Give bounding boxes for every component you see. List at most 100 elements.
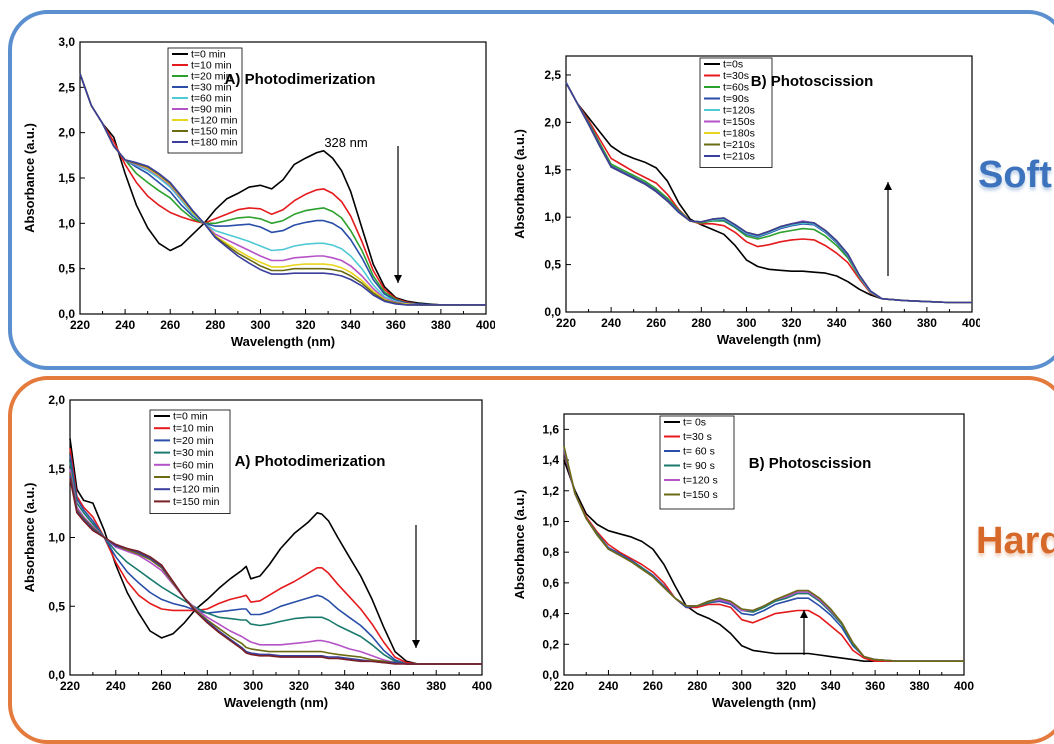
chart-hard-photoscission: 220 240 260 280 300 320 340 360 380 400 0,0 0,2 0,4 0… — [512, 413, 974, 710]
legend-label: t=120 s — [683, 475, 718, 487]
chart-title: B) Photoscission — [751, 73, 874, 90]
x-tick-label: 400 — [472, 679, 492, 693]
x-tick-label: 360 — [872, 316, 892, 330]
series-line-2 — [79, 73, 486, 306]
x-tick-label: 260 — [646, 316, 666, 330]
series-line-1 — [79, 73, 486, 306]
y-tick-label: 1,2 — [542, 484, 559, 498]
y-tick-label: 0,8 — [542, 545, 559, 559]
legend-label: t=90s — [723, 93, 749, 105]
trend-arrow-head — [412, 640, 420, 648]
legend-label: t=120 min — [191, 115, 238, 127]
series-line-0 — [79, 73, 486, 306]
legend-label: t=30s — [723, 70, 749, 82]
y-tick-label: 0,0 — [48, 668, 65, 682]
y-tick-label: 2,0 — [544, 115, 561, 129]
legend-label: t=180s — [723, 128, 755, 140]
y-tick-label: 2,0 — [48, 393, 65, 407]
x-tick-label: 280 — [197, 679, 217, 693]
series-line-1 — [563, 452, 964, 662]
x-tick-label: 240 — [601, 316, 621, 330]
chart-title: A) Photodimerization — [225, 71, 376, 88]
x-tick-label: 220 — [70, 318, 90, 332]
series-line-8 — [565, 82, 972, 304]
x-tick-label: 320 — [776, 679, 796, 693]
x-tick-label: 380 — [910, 679, 930, 693]
y-axis-label: Absorbance (a.u.) — [512, 490, 527, 600]
x-tick-label: 380 — [917, 316, 937, 330]
x-axis-label: Wavelength (nm) — [717, 332, 821, 347]
x-tick-label: 300 — [732, 679, 752, 693]
series-line-2 — [563, 450, 964, 662]
peak-annotation: 328 nm — [324, 135, 367, 150]
x-tick-label: 320 — [289, 679, 309, 693]
legend-label: t=120s — [723, 105, 755, 117]
legend-label: t=210s — [723, 151, 755, 163]
y-tick-label: 3,0 — [58, 35, 75, 49]
chart-title: B) Photoscission — [749, 455, 872, 472]
legend-label: t=180 min — [191, 137, 238, 149]
series-line-5 — [69, 472, 482, 665]
x-tick-label: 260 — [160, 318, 180, 332]
x-axis-label: Wavelength (nm) — [224, 695, 328, 710]
y-tick-label: 1,0 — [58, 216, 75, 230]
x-tick-label: 360 — [865, 679, 885, 693]
series-line-0 — [69, 438, 482, 665]
legend-label: t=210s — [723, 139, 755, 151]
y-tick-label: 1,5 — [48, 462, 65, 476]
legend-label: t= 0s — [683, 417, 706, 429]
y-tick-label: 1,0 — [48, 531, 65, 545]
y-axis-label: Absorbance (a.u.) — [22, 483, 37, 593]
trend-arrow-head — [884, 182, 892, 190]
series-line-5 — [79, 73, 486, 306]
legend-label: t=150 min — [173, 496, 220, 508]
x-tick-label: 220 — [60, 679, 80, 693]
y-axis-label: Absorbance (a.u.) — [512, 129, 527, 239]
series-line-8 — [79, 73, 486, 306]
soft-group-label: Soft — [978, 154, 1052, 196]
x-tick-label: 280 — [205, 318, 225, 332]
y-tick-label: 2,5 — [544, 68, 561, 82]
series-line-7 — [79, 73, 486, 306]
trend-arrow-head — [394, 275, 402, 283]
x-tick-label: 340 — [821, 679, 841, 693]
x-tick-label: 300 — [243, 679, 263, 693]
legend-label: t=0s — [723, 59, 743, 71]
legend-label: t=30 min — [191, 82, 232, 94]
chart-hard-photodimerization: 220 240 260 280 300 320 340 360 380 400 0,0 0,5 1,0 1… — [22, 393, 492, 710]
legend-label: t=90 min — [173, 472, 214, 484]
y-tick-label: 1,5 — [544, 163, 561, 177]
x-tick-label: 240 — [106, 679, 126, 693]
legend-label: t=20 min — [191, 71, 232, 83]
y-tick-label: 0,0 — [58, 307, 75, 321]
chart-soft-photoscission: 220 240 260 280 300 320 340 360 380 400 0,0 0,5 1,0 1… — [512, 55, 980, 347]
chart-soft-photodimerization: 220 240 260 280 300 320 340 360 380 400 0,0 0,5 1,0 1… — [22, 35, 495, 349]
legend-label: t=90 min — [191, 104, 232, 116]
legend-label: t= 90 s — [683, 460, 715, 472]
y-tick-label: 0,5 — [544, 258, 561, 272]
legend-label: t=120 min — [173, 484, 220, 496]
plot-frame — [69, 399, 483, 676]
y-tick-label: 0,5 — [58, 262, 75, 276]
y-tick-label: 0,2 — [542, 637, 559, 651]
x-tick-label: 280 — [687, 679, 707, 693]
x-tick-label: 280 — [691, 316, 711, 330]
legend-label: t=30 s — [683, 431, 712, 443]
series-line-2 — [69, 454, 482, 665]
y-tick-label: 1,5 — [58, 171, 75, 185]
x-tick-label: 240 — [115, 318, 135, 332]
legend-label: t=150 min — [191, 126, 238, 138]
x-tick-label: 340 — [827, 316, 847, 330]
y-tick-label: 1,6 — [542, 422, 559, 436]
series-line-4 — [69, 468, 482, 665]
legend-label: t=60s — [723, 82, 749, 94]
x-tick-label: 360 — [386, 318, 406, 332]
y-tick-label: 0,0 — [544, 305, 561, 319]
soft-group-frame — [8, 10, 1054, 370]
legend-label: t=150s — [723, 116, 755, 128]
series-line-0 — [563, 459, 964, 662]
y-axis-label: Absorbance (a.u.) — [22, 123, 37, 233]
y-tick-label: 2,0 — [58, 126, 75, 140]
series-line-5 — [563, 446, 964, 662]
legend-label: t=20 min — [173, 435, 214, 447]
